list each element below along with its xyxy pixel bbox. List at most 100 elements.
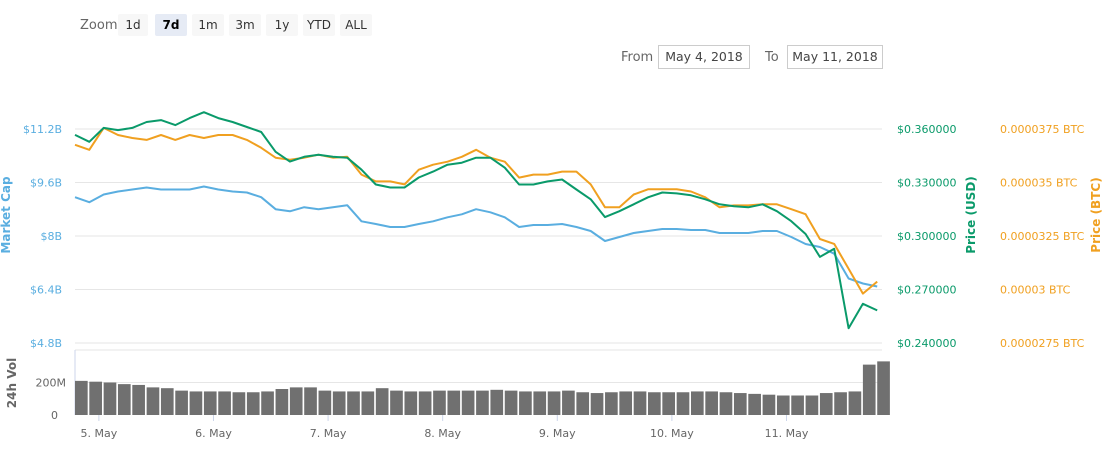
volume-axis-title: 24h Vol	[5, 358, 19, 408]
volume-bar	[748, 393, 761, 415]
volume-bar	[848, 391, 862, 415]
volume-bar	[404, 391, 418, 415]
volume-bar	[791, 395, 804, 415]
volume-bar	[519, 391, 532, 415]
zoom-1y-button[interactable]: 1y	[266, 14, 298, 36]
volume-bar	[289, 387, 303, 415]
volume-bar	[318, 390, 332, 415]
market-cap-tick: $4.8B	[30, 337, 62, 350]
volume-bar	[232, 392, 246, 415]
market-cap-tick: $8B	[40, 230, 62, 243]
volume-bar	[361, 391, 375, 415]
zoom-7d-button[interactable]: 7d	[155, 14, 187, 36]
volume-bar	[676, 392, 690, 415]
zoom-all-button[interactable]: ALL	[340, 14, 372, 36]
volume-bar	[605, 392, 618, 415]
market-cap-axis-title: Market Cap	[0, 176, 13, 254]
volume-bar	[476, 390, 489, 415]
x-tick-label: 9. May	[539, 427, 576, 440]
volume-bar	[619, 391, 633, 415]
volume-bar	[447, 390, 461, 415]
zoom-3m-button[interactable]: 3m	[229, 14, 261, 36]
volume-bar	[547, 391, 561, 415]
volume-bar	[490, 389, 504, 415]
market-cap-tick: $11.2B	[23, 123, 62, 136]
volume-bar	[862, 364, 876, 415]
volume-bar	[662, 392, 676, 415]
volume-bar	[347, 391, 360, 415]
volume-tick: 0	[51, 409, 58, 422]
volume-bar	[762, 394, 776, 415]
btc-tick: 0.0000325 BTC	[1000, 230, 1085, 243]
price-usd-line	[74, 111, 878, 330]
x-tick-label: 8. May	[424, 427, 461, 440]
x-tick-label: 6. May	[195, 427, 232, 440]
price-btc-line	[74, 126, 878, 295]
usd-tick: $0.270000	[897, 284, 957, 297]
from-label: From	[621, 50, 654, 65]
volume-bar	[576, 392, 590, 415]
volume-bar	[332, 391, 346, 415]
volume-bar	[533, 391, 547, 415]
volume-bar	[89, 381, 102, 415]
zoom-1m-button[interactable]: 1m	[192, 14, 224, 36]
x-tick-label: 7. May	[310, 427, 347, 440]
usd-tick: $0.330000	[897, 177, 957, 190]
to-date-input[interactable]: May 11, 2018	[787, 45, 883, 69]
to-label: To	[765, 50, 779, 65]
usd-tick: $0.300000	[897, 230, 957, 243]
usd-tick: $0.360000	[897, 123, 957, 136]
btc-tick: 0.000035 BTC	[1000, 177, 1078, 190]
volume-bar	[132, 384, 145, 415]
volume-bar	[175, 390, 188, 415]
volume-bar	[877, 361, 890, 415]
usd-tick: $0.240000	[897, 337, 957, 350]
volume-bar	[776, 395, 790, 415]
volume-bar	[834, 392, 847, 415]
from-date-input[interactable]: May 4, 2018	[658, 45, 750, 69]
btc-tick: 0.0000375 BTC	[1000, 123, 1085, 136]
volume-bar	[246, 392, 260, 415]
volume-bar	[719, 392, 733, 415]
zoom-1d-button[interactable]: 1d	[118, 14, 148, 36]
market-cap-line	[74, 185, 878, 288]
volume-bar	[433, 390, 446, 415]
volume-tick: 200M	[36, 377, 67, 390]
volume-bar	[562, 390, 575, 415]
volume-bar	[275, 389, 289, 415]
volume-bar	[590, 393, 604, 415]
volume-bar	[705, 391, 718, 415]
volume-bar	[218, 391, 231, 415]
volume-bar	[633, 391, 647, 415]
market-cap-tick: $9.6B	[30, 177, 62, 190]
btc-tick: 0.00003 BTC	[1000, 284, 1071, 297]
volume-bar	[504, 390, 518, 415]
volume-bar	[819, 393, 833, 415]
x-tick-label: 5. May	[81, 427, 118, 440]
volume-bar	[690, 391, 704, 415]
volume-bar	[733, 393, 747, 415]
volume-bar	[390, 390, 403, 415]
zoom-label: Zoom	[80, 18, 118, 33]
volume-bar	[189, 391, 203, 415]
volume-bar	[146, 387, 160, 415]
volume-bar	[261, 391, 274, 415]
zoom-ytd-button[interactable]: YTD	[303, 14, 335, 36]
volume-bar	[805, 395, 819, 415]
usd-axis-title: Price (USD)	[964, 176, 978, 254]
volume-bar	[304, 387, 317, 415]
volume-bar	[418, 391, 432, 415]
volume-bar	[203, 391, 217, 415]
volume-bar	[375, 388, 389, 415]
x-tick-label: 10. May	[650, 427, 694, 440]
market-cap-tick: $6.4B	[30, 284, 62, 297]
btc-tick: 0.0000275 BTC	[1000, 337, 1085, 350]
volume-bar	[648, 392, 661, 415]
volume-bar	[75, 380, 88, 415]
volume-bar	[103, 382, 117, 415]
volume-bar	[461, 390, 475, 415]
btc-axis-title: Price (BTC)	[1089, 177, 1103, 252]
x-tick-label: 11. May	[765, 427, 809, 440]
